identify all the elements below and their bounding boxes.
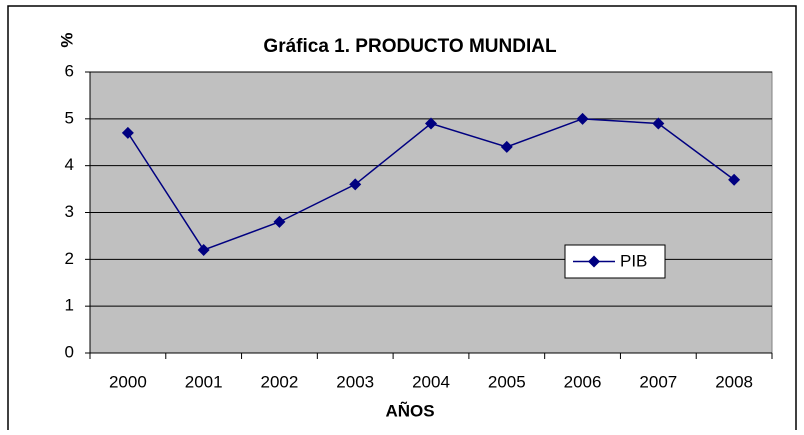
y-axis-label: % (57, 32, 76, 47)
point-marker (197, 243, 210, 256)
x-axis-label: AÑOS (385, 400, 434, 420)
point-marker (349, 178, 362, 191)
y-tick-label: 2 (65, 249, 74, 268)
x-tick-label: 2007 (639, 372, 677, 391)
legend-marker (588, 255, 600, 268)
point-marker (273, 215, 286, 228)
point-marker (576, 112, 589, 125)
legend-label: PIB (620, 251, 647, 270)
x-tick-label: 2000 (109, 372, 147, 391)
x-tick-label: 2002 (261, 372, 299, 391)
y-tick-label: 1 (65, 296, 74, 315)
point-marker (652, 117, 665, 130)
point-marker (728, 173, 741, 186)
y-tick-label: 5 (65, 108, 74, 127)
x-tick-label: 2005 (488, 372, 526, 391)
y-tick-label: 6 (65, 61, 74, 80)
y-tick-label: 0 (65, 342, 74, 361)
x-tick-label: 2003 (336, 372, 374, 391)
point-marker (500, 140, 513, 153)
x-tick-label: 2001 (185, 372, 223, 391)
point-marker (121, 126, 134, 139)
y-tick-label: 4 (65, 155, 74, 174)
x-tick-label: 2006 (564, 372, 602, 391)
x-tick-label: 2004 (412, 372, 450, 391)
chart-title: Gráfica 1. PRODUCTO MUNDIAL (263, 36, 557, 57)
y-tick-label: 3 (65, 202, 74, 221)
x-tick-label: 2008 (715, 372, 753, 391)
point-marker (425, 117, 437, 130)
